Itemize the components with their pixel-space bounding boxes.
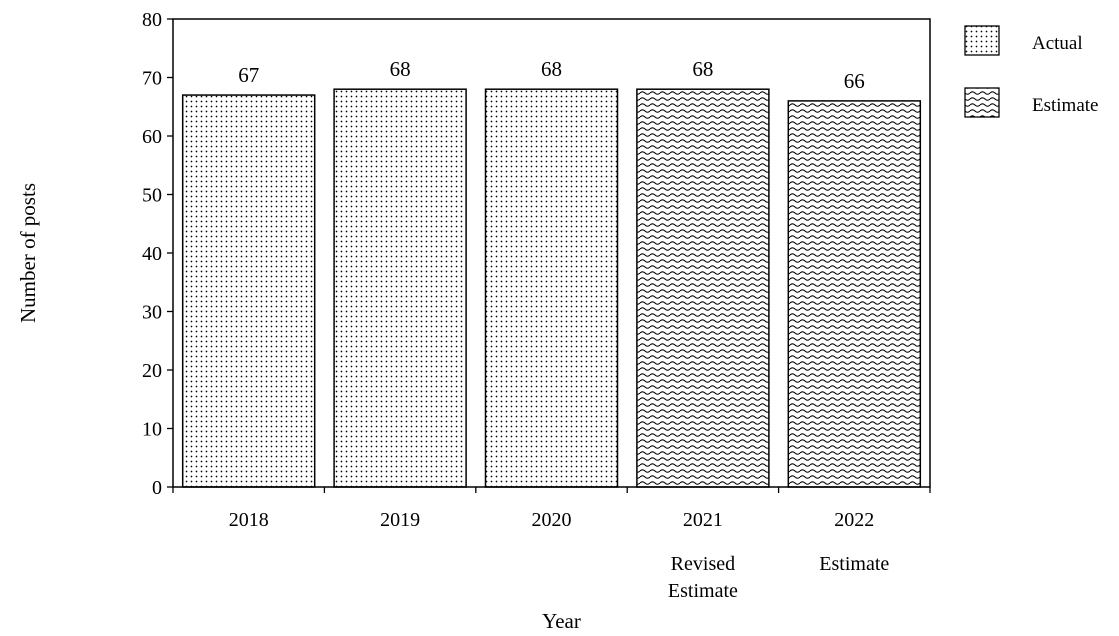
x-tick-label-2018: 2018 [229,509,269,531]
y-tick-label: 20 [142,360,162,382]
bar-2019 [333,88,467,488]
y-axis-ticks: 0 10 20 30 40 50 60 70 80 [142,9,173,499]
x-sublabel-2022: Estimate [819,553,889,575]
legend-swatch-actual [964,25,1000,56]
data-label-2019: 68 [390,57,411,81]
x-axis-title: Year [542,609,581,633]
y-tick-label: 30 [142,302,162,324]
y-axis-title: Number of posts [16,183,40,323]
bars [181,88,922,488]
y-tick-label: 40 [142,243,162,265]
y-tick-label: 0 [152,477,162,499]
x-tick-label-2022: 2022 [834,509,874,531]
y-tick-label: 70 [142,68,162,90]
legend-label-actual: Actual [1032,33,1083,54]
legend: Actual Estimate [964,25,1098,118]
bar-2018 [181,94,316,488]
bar-2022 [787,100,922,488]
x-tick-label-2020: 2020 [532,509,572,531]
data-labels: 67 68 68 68 66 [238,57,865,93]
y-tick-label: 50 [142,185,162,207]
x-axis-ticks [172,487,931,493]
bar-2020 [484,88,619,488]
bar-2021 [636,88,770,488]
y-tick-label: 10 [142,419,162,441]
data-label-2021: 68 [692,57,713,81]
x-axis-labels: 2018 2019 2020 2021 Revised Estimate 2022 Estim… [229,509,890,602]
x-sublabel-2021: Revised Estimate [668,553,738,602]
y-tick-label: 60 [142,126,162,148]
data-label-2018: 67 [238,63,259,87]
data-label-2022: 66 [844,69,865,93]
x-tick-label-2019: 2019 [380,509,420,531]
x-tick-label-2021: 2021 [683,509,723,531]
plot-frame [172,18,931,488]
y-tick-label: 80 [142,9,162,31]
data-label-2020: 68 [541,57,562,81]
legend-swatch-estimate [964,87,1000,118]
legend-label-estimate: Estimate [1032,95,1098,116]
